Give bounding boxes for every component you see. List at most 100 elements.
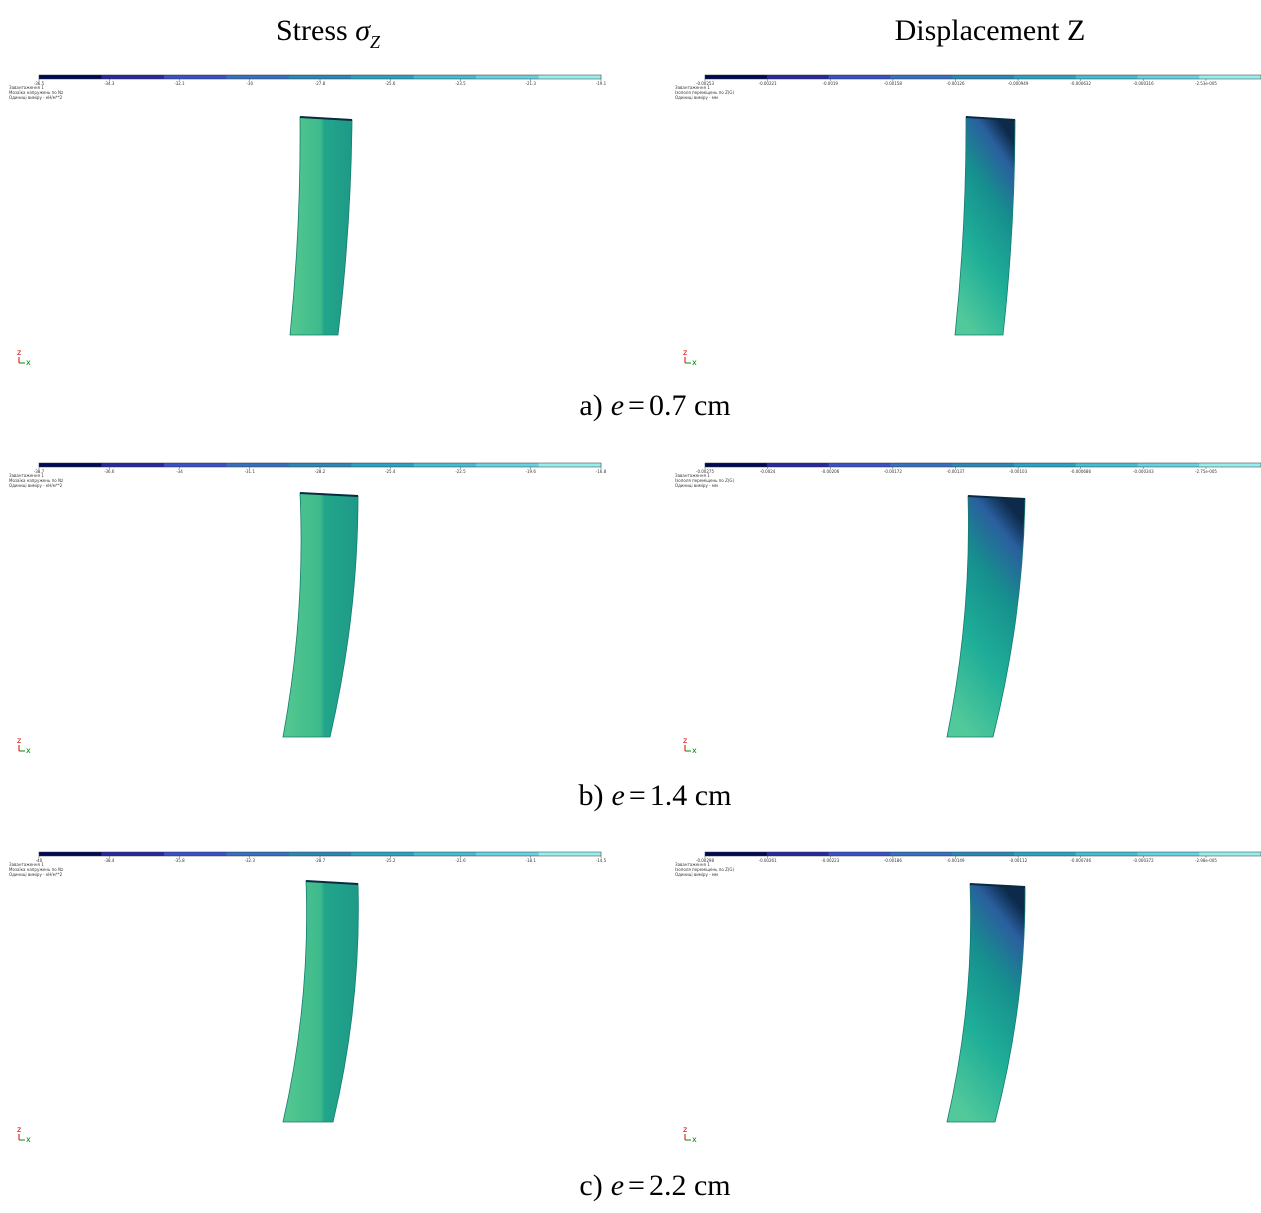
result-panel: -0.00253-0.00221-0.0019-0.00158-0.00126-… xyxy=(675,75,1261,367)
axis-x-label: x xyxy=(692,1135,697,1144)
figure: Stress σZ Displacement Z -36.5-34.3-32.1… xyxy=(0,0,1261,1213)
beam xyxy=(283,493,358,737)
caption-value: 1.4 cm xyxy=(650,779,732,812)
beam xyxy=(947,496,1025,737)
scale-label: -0.00186 xyxy=(884,858,902,863)
color-bar-segment xyxy=(767,852,829,856)
caption-equals: = xyxy=(629,779,646,812)
color-bar-segment xyxy=(539,463,602,467)
color-bar-segment xyxy=(705,75,767,79)
color-bar-segment xyxy=(289,852,352,856)
legend-note: Одиниці виміру - кН/м**2 xyxy=(9,95,63,100)
color-bar-segment xyxy=(1199,75,1261,79)
caption: c)e=2.2 cm xyxy=(579,1169,730,1202)
scale-label: -28.7 xyxy=(315,858,326,863)
color-bar-segment xyxy=(952,463,1014,467)
color-bar-segment xyxy=(767,463,829,467)
scale-label: -32.3 xyxy=(245,858,256,863)
color-bar-segment xyxy=(1137,75,1199,79)
header-subscript: Z xyxy=(370,32,381,52)
color-bar-segment xyxy=(1014,463,1076,467)
scale-label: -0.00149 xyxy=(947,858,965,863)
color-bar-segment xyxy=(1076,75,1138,79)
scale-label: -22.5 xyxy=(455,469,466,474)
scale-label: -0.00261 xyxy=(759,858,777,863)
color-bar-segment xyxy=(351,75,414,79)
color-bar-segment xyxy=(39,463,102,467)
scale-label: -35.8 xyxy=(174,858,185,863)
color-bar-segment xyxy=(476,463,539,467)
caption-label: c) xyxy=(579,1169,602,1202)
caption: a)e=0.7 cm xyxy=(579,389,730,422)
legend-note: Одиниці виміру - мм xyxy=(675,483,718,488)
axis-x-label: x xyxy=(26,1135,31,1144)
legend-note: Одиниці виміру - мм xyxy=(675,872,718,877)
scale-label: -0.000316 xyxy=(1133,81,1154,86)
caption-label: a) xyxy=(579,389,602,422)
color-bar-segment xyxy=(101,852,164,856)
right-header: Displacement Z xyxy=(895,14,1086,47)
scale-label: -0.00172 xyxy=(884,469,902,474)
color-bar-segment xyxy=(829,75,891,79)
scale-label: -0.00223 xyxy=(821,858,839,863)
scale-label: -2.75e-005 xyxy=(1195,469,1217,474)
legend-note: Одиниці виміру - кН/м**2 xyxy=(9,483,63,488)
caption-value: 2.2 cm xyxy=(649,1169,731,1202)
scale-label: -16.8 xyxy=(596,469,607,474)
caption-variable: e xyxy=(612,779,625,812)
axis-x-label: x xyxy=(692,746,697,755)
axis-z-label: z xyxy=(683,348,687,357)
beam xyxy=(290,117,352,335)
scale-label: -14.5 xyxy=(596,858,607,863)
color-bar-segment xyxy=(1076,852,1138,856)
color-bar-segment xyxy=(890,463,952,467)
caption: b)e=1.4 cm xyxy=(579,779,732,812)
scale-label: -27.8 xyxy=(315,81,326,86)
color-bar-segment xyxy=(414,852,477,856)
color-bar-segment xyxy=(351,852,414,856)
scale-label: -0.0024 xyxy=(760,469,776,474)
scale-label: -18.1 xyxy=(526,858,537,863)
color-bar-segment xyxy=(1199,852,1261,856)
result-panel: -38.7-36.6-34-31.1-28.2-25.4-22.5-19.6-1… xyxy=(9,463,607,755)
color-bar-segment xyxy=(289,75,352,79)
beam xyxy=(947,884,1025,1122)
scale-label: -0.000632 xyxy=(1070,81,1091,86)
scale-label: -0.00158 xyxy=(884,81,902,86)
scale-label: -32.1 xyxy=(174,81,185,86)
scale-label: -0.00126 xyxy=(947,81,965,86)
scale-label: -21.6 xyxy=(455,858,466,863)
axis-x-label: x xyxy=(26,358,31,367)
scale-label: -19.1 xyxy=(596,81,607,86)
color-bar-segment xyxy=(952,852,1014,856)
scale-label: -34 xyxy=(176,469,183,474)
color-bar-segment xyxy=(1014,852,1076,856)
axis-z-label: z xyxy=(17,736,21,745)
color-bar-segment xyxy=(226,463,289,467)
header-symbol: σ xyxy=(355,14,371,47)
color-bar-segment xyxy=(767,75,829,79)
color-bar-segment xyxy=(1014,75,1076,79)
color-bar-segment xyxy=(829,463,891,467)
color-bar-segment xyxy=(351,463,414,467)
result-panel: -0.00298-0.00261-0.00223-0.00186-0.00149… xyxy=(675,852,1261,1144)
legend-note: Одиниці виміру - мм xyxy=(675,95,718,100)
color-bar-segment xyxy=(890,852,952,856)
scale-label: -0.00137 xyxy=(947,469,965,474)
beam xyxy=(283,881,358,1122)
scale-label: -2.98e-005 xyxy=(1195,858,1217,863)
color-bar-segment xyxy=(39,852,102,856)
scale-label: -0.00103 xyxy=(1009,469,1027,474)
scale-label: -38.4 xyxy=(104,858,115,863)
scale-label: -0.0019 xyxy=(823,81,839,86)
axis-z-label: z xyxy=(683,1125,687,1134)
scale-label: -30 xyxy=(246,81,253,86)
axis-z-label: z xyxy=(683,736,687,745)
color-bar-segment xyxy=(890,75,952,79)
axis-z-label: z xyxy=(17,1125,21,1134)
axis-x-label: x xyxy=(692,358,697,367)
scale-label: -0.00221 xyxy=(759,81,777,86)
result-panel: -0.00275-0.0024-0.00206-0.00172-0.00137-… xyxy=(675,463,1261,755)
color-bar-segment xyxy=(39,75,102,79)
color-bar-segment xyxy=(226,75,289,79)
